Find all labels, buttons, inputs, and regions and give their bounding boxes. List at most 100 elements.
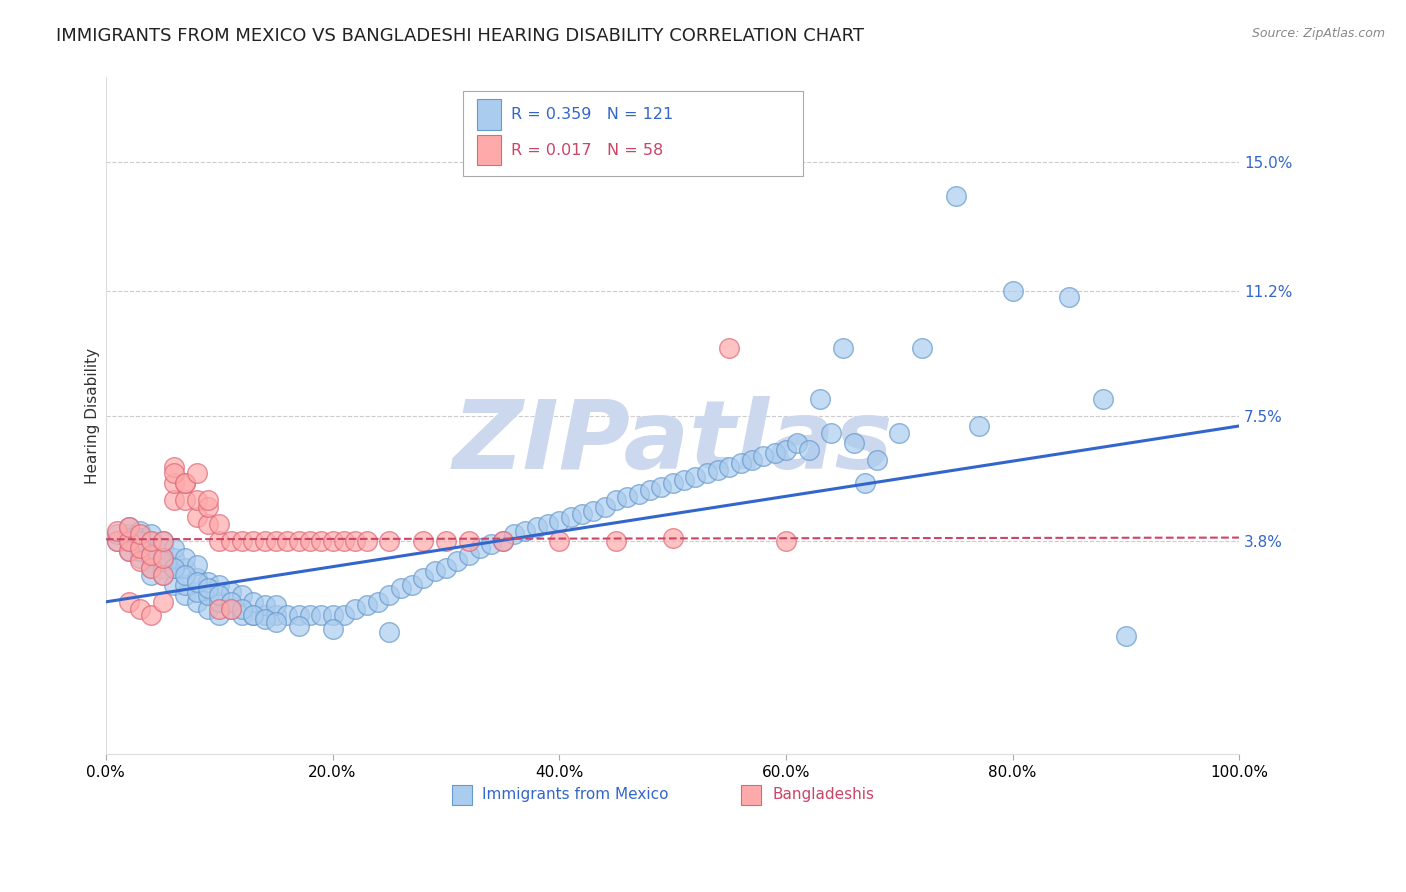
Point xyxy=(853,476,876,491)
Point xyxy=(865,452,887,467)
FancyBboxPatch shape xyxy=(463,91,803,176)
Point xyxy=(128,544,150,558)
Point xyxy=(186,584,208,599)
Point xyxy=(276,533,298,548)
Point xyxy=(163,561,186,575)
Point xyxy=(820,425,842,440)
Point xyxy=(967,419,990,434)
Point xyxy=(627,486,650,500)
Point xyxy=(242,608,264,623)
Point xyxy=(141,561,163,575)
Point xyxy=(1115,629,1137,643)
Point xyxy=(128,601,150,615)
Point xyxy=(253,612,276,626)
Point xyxy=(197,517,219,532)
Point xyxy=(763,446,786,460)
Point xyxy=(197,500,219,515)
Point xyxy=(117,533,139,548)
Point xyxy=(889,425,911,440)
Point xyxy=(208,517,231,532)
Point xyxy=(344,601,367,615)
Point xyxy=(672,473,695,487)
Point xyxy=(231,533,253,548)
Point xyxy=(264,615,287,630)
Point xyxy=(152,567,174,582)
Point xyxy=(457,548,479,562)
Point xyxy=(378,588,401,602)
Point xyxy=(163,476,186,491)
Point xyxy=(163,550,186,565)
Point xyxy=(797,442,820,457)
Point xyxy=(231,588,253,602)
Point xyxy=(105,527,128,541)
Point xyxy=(1092,392,1115,406)
Point xyxy=(605,533,627,548)
Point xyxy=(434,561,457,575)
Point xyxy=(264,599,287,613)
Point xyxy=(128,541,150,555)
Point xyxy=(491,533,513,548)
Point xyxy=(1059,290,1081,304)
Point xyxy=(152,567,174,582)
Point xyxy=(152,533,174,548)
Point xyxy=(253,608,276,623)
Point xyxy=(117,544,139,558)
Point xyxy=(457,533,479,548)
Point xyxy=(808,392,831,406)
Point xyxy=(174,476,197,491)
Text: R = 0.017   N = 58: R = 0.017 N = 58 xyxy=(510,143,662,158)
Point xyxy=(253,533,276,548)
Point xyxy=(186,493,208,508)
Point xyxy=(479,537,502,551)
Point xyxy=(163,467,186,481)
Point xyxy=(356,599,378,613)
Point xyxy=(616,490,638,504)
Point xyxy=(945,189,967,203)
Point xyxy=(117,520,139,534)
Point xyxy=(219,601,242,615)
Point xyxy=(242,608,264,623)
Point xyxy=(730,456,752,470)
Text: Source: ZipAtlas.com: Source: ZipAtlas.com xyxy=(1251,27,1385,40)
Point xyxy=(128,550,150,565)
Point xyxy=(186,574,208,589)
Bar xyxy=(451,785,472,805)
Point xyxy=(152,541,174,555)
Text: Immigrants from Mexico: Immigrants from Mexico xyxy=(482,788,669,802)
Point xyxy=(163,541,186,555)
Point xyxy=(434,533,457,548)
Point xyxy=(117,527,139,541)
Point xyxy=(197,582,219,596)
Point xyxy=(685,469,707,483)
Point xyxy=(186,571,208,585)
Point xyxy=(141,561,163,575)
Point xyxy=(537,517,560,532)
Point xyxy=(197,588,219,602)
Point xyxy=(197,574,219,589)
Point xyxy=(548,533,571,548)
Point xyxy=(128,533,150,548)
Bar xyxy=(477,135,502,165)
Point xyxy=(526,520,548,534)
Point xyxy=(141,608,163,623)
Point xyxy=(152,595,174,609)
Point xyxy=(197,493,219,508)
Point xyxy=(423,565,446,579)
Point xyxy=(389,582,412,596)
Point xyxy=(412,533,434,548)
Point xyxy=(141,567,163,582)
Point xyxy=(141,548,163,562)
Point xyxy=(752,450,775,464)
Point xyxy=(174,588,197,602)
Point xyxy=(412,571,434,585)
Point xyxy=(707,463,730,477)
Point xyxy=(322,608,344,623)
Point xyxy=(105,533,128,548)
Point xyxy=(333,533,356,548)
Point xyxy=(560,510,582,524)
Point xyxy=(208,533,231,548)
Point xyxy=(593,500,616,515)
Point xyxy=(208,578,231,592)
Point xyxy=(242,595,264,609)
Text: R = 0.359   N = 121: R = 0.359 N = 121 xyxy=(510,107,672,122)
